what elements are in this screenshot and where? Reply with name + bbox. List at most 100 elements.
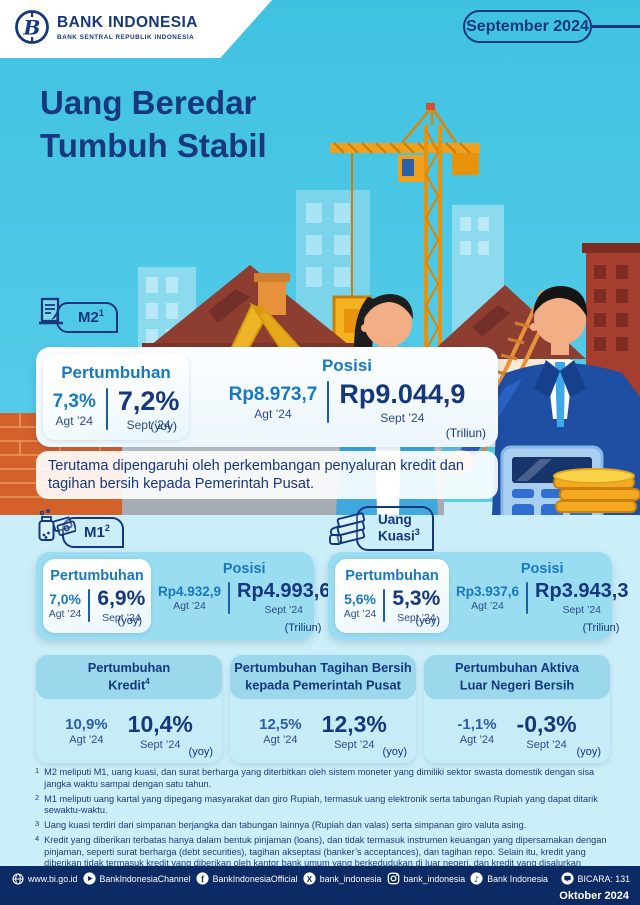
position-label: Posisi	[222, 561, 266, 577]
footer-link-youtube[interactable]: BankIndonesiaChannel	[82, 872, 191, 885]
footer-date: Oktober 2024	[559, 890, 629, 902]
svg-text:X: X	[307, 875, 313, 884]
uang-kuasi-growth-curr-period: Sept ’24	[397, 612, 436, 624]
m2-position-panel: Posisi Rp8.973,7 Agt ’24 Rp9.044,9 Sept ’2…	[196, 347, 498, 447]
tagihan-card-title: Pertumbuhan Tagihan Bersih kepada Pemeri…	[230, 655, 416, 699]
kredit-title-sup: 4	[145, 676, 150, 686]
growth-label: Pertumbuhan	[50, 568, 144, 584]
divider	[383, 589, 386, 622]
uang-kuasi-position-unit: (Triliun)	[582, 622, 620, 634]
m2-growth-unit: (yoy)	[150, 419, 177, 433]
youtube-icon	[82, 872, 96, 885]
tiktok-icon: ♪	[470, 872, 483, 885]
growth-label: Pertumbuhan	[61, 363, 171, 382]
tagihan-bersih-card: Pertumbuhan Tagihan Bersih kepada Pemeri…	[230, 655, 416, 763]
money-jar-icon	[38, 509, 76, 541]
tagihan-title-text: kepada Pemerintah Pusat	[245, 677, 401, 693]
footnote-2-sup: 2	[35, 792, 40, 802]
footer-link-tiktok[interactable]: ♪ Bank Indonesia	[470, 872, 548, 885]
header: B BANK INDONESIA BANK SENTRAL REPUBLIK I…	[0, 0, 640, 58]
instagram-icon	[387, 872, 399, 885]
m2-position-prev-period: Agt ’24	[254, 406, 292, 421]
m1-growth-panel: Pertumbuhan 7,0% Agt ’24 6,9% Sept ’24 (yo…	[43, 559, 151, 633]
position-label: Posisi	[520, 561, 564, 577]
aktiva-prev-period: Agt ’24	[459, 734, 495, 746]
footnote-2: 2 M1 meliputi uang kartal yang dipegang m…	[35, 792, 612, 818]
kredit-prev-value: 10,9%	[65, 716, 108, 733]
m2-position-curr-period: Sept ’24	[380, 411, 425, 425]
footer-contact-bicara[interactable]: BICARA: 131	[561, 872, 630, 885]
m2-position-prev-value: Rp8.973,7	[228, 383, 318, 405]
uang-kuasi-badge-box: Uang Kuasi3	[356, 506, 434, 552]
m2-stat-card: Pertumbuhan 7,3% Agt ’24 7,2% Sept ’24 (yo…	[36, 347, 498, 447]
footer-link-facebook[interactable]: f BankIndonesiaOfficial	[196, 872, 298, 885]
uang-kuasi-growth-panel: Pertumbuhan 5,6% Agt ’24 5,3% Sept ’24 (yo…	[335, 559, 449, 633]
aktiva-unit: (yoy)	[576, 746, 601, 758]
hand-cards-icon	[329, 512, 366, 546]
tower-crane	[330, 103, 480, 443]
m1-position-panel: Posisi Rp4.932,9 Agt ’24 Rp4.993,6 Sept ’2…	[158, 552, 330, 640]
footer-link-label: BankIndonesiaChannel	[99, 873, 191, 884]
uang-kuasi-stat-card: Pertumbuhan 5,6% Agt ’24 5,3% Sept ’24 (yo…	[328, 552, 628, 640]
aktiva-curr-period: Sept ’24	[526, 739, 567, 751]
m2-note: Terutama dipengaruhi oleh perkembangan p…	[36, 451, 498, 499]
footer-link-instagram[interactable]: bank_indonesia	[387, 872, 466, 885]
uang-kuasi-position-prev-period: Agt ’24	[471, 600, 504, 612]
page-title-line2: Tumbuh Stabil	[40, 126, 267, 164]
org-tagline: BANK SENTRAL REPUBLIK INDONESIA	[57, 33, 195, 41]
m1-growth-unit: (yoy)	[117, 615, 142, 627]
uang-kuasi-growth-curr-value: 5,3%	[392, 587, 441, 610]
uang-kuasi-badge-line1: Uang	[378, 512, 412, 527]
bank-indonesia-logo-icon: B	[15, 10, 49, 44]
uang-kuasi-position-curr-period: Sept ’24	[562, 604, 601, 616]
m1-badge-sup: 2	[104, 522, 110, 533]
uang-kuasi-growth-prev-period: Agt ’24	[343, 608, 377, 620]
m2-growth-curr-value: 7,2%	[117, 386, 180, 416]
footer: www.bi.go.id BankIndonesiaChannel f Bank…	[0, 866, 640, 905]
tagihan-unit: (yoy)	[382, 746, 407, 758]
footer-link-label: bank_indonesia	[403, 873, 466, 884]
footnote-1: 1 M2 meliputi M1, uang kuasi, dan surat b…	[35, 766, 612, 791]
uang-kuasi-growth-unit: (yoy)	[415, 615, 440, 627]
kredit-title-line2: Kredit4	[108, 677, 149, 694]
growth-label: Pertumbuhan	[345, 568, 439, 584]
m1-growth-curr-period: Sept ’24	[102, 612, 141, 624]
footnote-4-sup: 4	[35, 833, 40, 843]
m2-badge-label: M2	[78, 308, 99, 326]
uang-kuasi-growth-prev-value: 5,6%	[344, 591, 377, 607]
m2-growth-curr-period: Sept ’24	[126, 418, 171, 432]
period-badge-line	[592, 25, 640, 28]
globe-icon	[12, 872, 24, 885]
divider	[526, 582, 529, 614]
contact-icon	[561, 872, 574, 885]
tagihan-prev-value: 12,5%	[259, 716, 302, 733]
footer-link-label: www.bi.go.id	[28, 873, 78, 884]
footer-contact-label: BICARA: 131	[577, 873, 630, 884]
aktiva-title-line1: Pertumbuhan Aktiva	[455, 660, 579, 676]
m1-stat-card: Pertumbuhan 7,0% Agt ’24 6,9% Sept ’24 (yo…	[36, 552, 330, 640]
tagihan-title-line1: Pertumbuhan Tagihan Bersih	[234, 660, 412, 676]
m2-growth-prev-value: 7,3%	[52, 390, 96, 412]
kredit-title-line1: Pertumbuhan	[87, 660, 171, 676]
page-title-line1: Uang Beredar	[40, 84, 257, 121]
m1-position-prev-period: Agt ’24	[173, 600, 206, 612]
document-pen-icon	[39, 297, 63, 325]
kredit-card-title: Pertumbuhan Kredit4	[36, 655, 222, 699]
tagihan-prev-period: Agt ’24	[263, 734, 298, 746]
kredit-prev-period: Agt ’24	[69, 734, 104, 746]
m2-badge: M21	[34, 295, 118, 333]
uang-kuasi-position-curr-value: Rp3.943,3	[535, 580, 629, 602]
footer-link-website[interactable]: www.bi.go.id	[12, 872, 78, 885]
kredit-curr-value: 10,4%	[127, 711, 193, 737]
uang-kuasi-badge-line2: Kuasi3	[378, 527, 420, 544]
kredit-curr-period: Sept ’24	[140, 739, 181, 751]
footer-link-x[interactable]: X bank_indonesia	[303, 872, 382, 885]
uang-kuasi-position-panel: Posisi Rp3.937,6 Agt ’24 Rp3.943,3 Sept ’2…	[456, 552, 628, 640]
tagihan-curr-value: 12,3%	[321, 711, 387, 737]
m2-growth-prev-period: Agt ’24	[55, 413, 93, 428]
footer-link-label: bank_indonesia	[319, 873, 382, 884]
m1-position-curr-period: Sept ’24	[264, 604, 303, 616]
footer-link-label: Bank Indonesia	[487, 873, 548, 884]
divider	[327, 381, 330, 423]
